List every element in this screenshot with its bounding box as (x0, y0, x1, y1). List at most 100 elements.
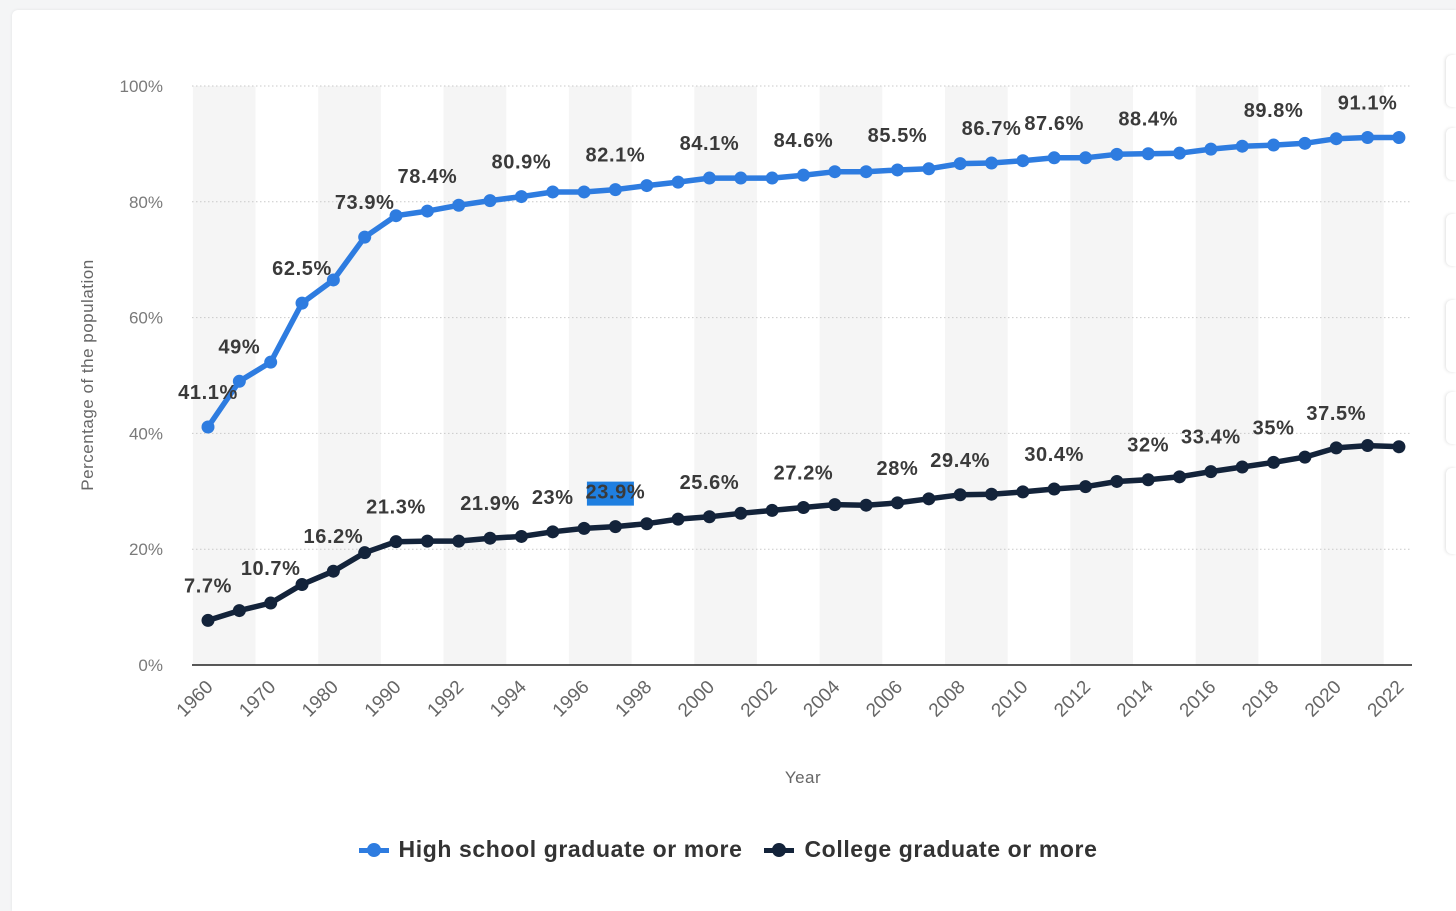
data-point-high-school[interactable] (420, 204, 434, 218)
data-point-college[interactable] (1298, 450, 1312, 464)
legend-item-college[interactable]: College graduate or more (764, 836, 1097, 863)
side-panel-tab[interactable] (1446, 55, 1456, 107)
data-point-high-school[interactable] (922, 162, 936, 176)
data-point-high-school[interactable] (1141, 147, 1155, 161)
data-point-high-school[interactable] (1079, 151, 1093, 165)
data-point-college[interactable] (640, 517, 654, 531)
data-point-high-school[interactable] (1173, 146, 1187, 160)
data-point-high-school[interactable] (264, 355, 278, 369)
data-point-high-school[interactable] (608, 183, 622, 197)
x-axis-title: Year (785, 768, 821, 787)
data-point-high-school[interactable] (1267, 138, 1281, 152)
data-point-high-school[interactable] (890, 163, 904, 177)
data-point-high-school[interactable] (1329, 132, 1343, 146)
data-point-college[interactable] (671, 512, 685, 526)
data-point-college[interactable] (295, 578, 309, 592)
data-point-college[interactable] (1079, 480, 1093, 494)
data-point-high-school[interactable] (1361, 131, 1375, 145)
data-point-college[interactable] (264, 596, 278, 610)
data-point-high-school[interactable] (796, 168, 810, 182)
data-point-high-school[interactable] (734, 171, 748, 185)
data-point-high-school[interactable] (1298, 136, 1312, 150)
data-point-college[interactable] (828, 498, 842, 512)
data-label-college: 28% (877, 458, 919, 480)
data-point-college[interactable] (1016, 485, 1030, 499)
data-point-college[interactable] (452, 534, 466, 548)
side-panel-tab[interactable] (1446, 300, 1456, 372)
data-point-college[interactable] (702, 510, 716, 524)
data-point-college[interactable] (201, 613, 215, 627)
x-tick-label: 1998 (612, 677, 657, 722)
data-point-college[interactable] (734, 506, 748, 520)
data-point-high-school[interactable] (1204, 142, 1218, 156)
data-point-college[interactable] (1267, 455, 1281, 469)
data-point-high-school[interactable] (1235, 139, 1249, 153)
data-label-college: 29.4% (930, 450, 990, 472)
data-point-college[interactable] (985, 487, 998, 501)
data-point-college[interactable] (1235, 460, 1249, 474)
data-point-high-school[interactable] (326, 273, 340, 287)
data-point-college[interactable] (1361, 439, 1375, 453)
data-label-college: 10.7% (241, 558, 301, 580)
data-point-college[interactable] (232, 604, 246, 618)
data-point-high-school[interactable] (985, 156, 998, 170)
data-label-high-school: 88.4% (1118, 109, 1178, 131)
data-point-high-school[interactable] (232, 374, 246, 388)
data-point-college[interactable] (1173, 470, 1187, 484)
data-point-high-school[interactable] (483, 194, 497, 208)
data-label-college: 30.4% (1024, 444, 1084, 466)
data-point-college[interactable] (577, 521, 591, 535)
data-point-high-school[interactable] (452, 198, 466, 212)
data-point-college[interactable] (1047, 482, 1061, 496)
legend-swatch-college (764, 842, 795, 857)
data-point-high-school[interactable] (1110, 147, 1124, 161)
side-panel-tab[interactable] (1446, 214, 1456, 266)
data-point-high-school[interactable] (389, 209, 403, 223)
y-axis-title: Percentage of the population (78, 259, 97, 490)
side-panel-tab[interactable] (1446, 128, 1456, 180)
data-point-high-school[interactable] (358, 230, 372, 244)
side-panel-tab[interactable] (1446, 468, 1456, 554)
data-point-college[interactable] (326, 564, 340, 578)
data-point-high-school[interactable] (577, 185, 591, 199)
data-point-high-school[interactable] (295, 296, 309, 310)
data-label-college: 23% (532, 487, 574, 509)
data-point-college[interactable] (922, 492, 936, 506)
data-point-college[interactable] (389, 535, 403, 549)
data-point-high-school[interactable] (953, 157, 967, 171)
data-point-high-school[interactable] (546, 185, 560, 199)
data-point-college[interactable] (358, 546, 372, 560)
data-point-college[interactable] (1110, 474, 1124, 488)
data-point-college[interactable] (546, 525, 560, 539)
data-point-college[interactable] (890, 496, 904, 510)
data-point-high-school[interactable] (671, 175, 685, 189)
side-panel-tab[interactable] (1446, 392, 1456, 444)
grid-band (443, 86, 507, 665)
data-point-college[interactable] (796, 501, 810, 515)
data-point-high-school[interactable] (640, 179, 654, 193)
data-point-college[interactable] (859, 498, 873, 512)
data-point-high-school[interactable] (1016, 154, 1030, 168)
data-point-college[interactable] (420, 534, 434, 548)
grid-band (944, 86, 1008, 665)
data-point-high-school[interactable] (514, 190, 528, 204)
data-point-college[interactable] (483, 531, 497, 545)
data-point-high-school[interactable] (1392, 131, 1406, 145)
data-point-college[interactable] (608, 520, 622, 534)
data-point-college[interactable] (953, 488, 967, 502)
data-point-high-school[interactable] (702, 171, 716, 185)
data-point-college[interactable] (765, 503, 779, 517)
data-point-college[interactable] (1392, 440, 1406, 454)
data-point-college[interactable] (514, 529, 528, 543)
data-point-college[interactable] (1204, 465, 1218, 479)
data-point-high-school[interactable] (1047, 151, 1061, 165)
data-point-high-school[interactable] (859, 165, 873, 179)
legend-item-high-school[interactable]: High school graduate or more (358, 836, 743, 863)
data-point-high-school[interactable] (765, 171, 779, 185)
data-label-high-school: 91.1% (1338, 93, 1398, 115)
data-point-high-school[interactable] (828, 165, 842, 179)
data-point-high-school[interactable] (201, 420, 215, 434)
grid-band (568, 86, 632, 665)
data-point-college[interactable] (1141, 473, 1155, 487)
data-point-college[interactable] (1329, 441, 1343, 455)
